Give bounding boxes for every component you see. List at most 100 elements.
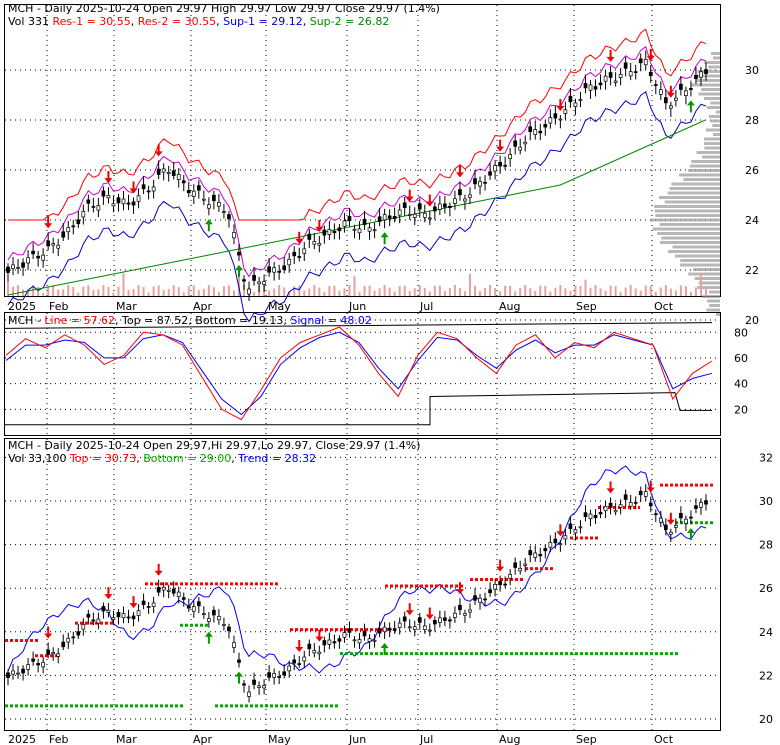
candle xyxy=(81,624,86,630)
candle xyxy=(668,105,673,109)
volume-bar xyxy=(72,286,75,296)
candle xyxy=(46,240,51,247)
down-arrow-head xyxy=(315,226,324,232)
y-tick-label: 80 xyxy=(734,326,748,339)
up-arrow-head xyxy=(234,265,243,271)
up-arrow-head xyxy=(204,631,213,637)
volume-bar xyxy=(443,291,446,296)
candle xyxy=(227,626,231,632)
volume-profile-bar xyxy=(650,218,720,222)
volume-profile-bar xyxy=(667,250,720,253)
candle xyxy=(458,189,462,196)
candle xyxy=(694,505,698,509)
volume-bar xyxy=(458,287,461,296)
candle xyxy=(397,209,402,216)
volume-profile-bar xyxy=(702,155,720,159)
volume-bar xyxy=(529,288,532,296)
volume-bar xyxy=(348,285,351,296)
down-arrow-head xyxy=(295,238,304,244)
candle xyxy=(699,71,703,78)
candle xyxy=(21,262,25,268)
volume-bar xyxy=(644,285,647,296)
candle xyxy=(563,535,568,540)
candle xyxy=(643,58,648,66)
volume-bar xyxy=(283,287,286,296)
candle xyxy=(26,664,30,670)
volume-bar xyxy=(323,291,326,296)
volume-bar xyxy=(463,291,466,296)
volume-bar xyxy=(333,285,336,296)
volume-bar xyxy=(82,286,85,296)
candle xyxy=(578,99,583,101)
volume-bar xyxy=(167,288,170,296)
up-arrow-head xyxy=(204,219,213,225)
candle xyxy=(126,202,131,205)
volume-bar xyxy=(338,290,341,296)
volume-profile-bar xyxy=(708,65,720,69)
y-tick-label: 24 xyxy=(759,626,773,639)
volume-bar xyxy=(539,285,542,296)
volume-bar xyxy=(137,285,140,296)
candle xyxy=(181,597,186,600)
candle xyxy=(342,632,347,638)
candle xyxy=(61,231,66,238)
candle xyxy=(141,600,146,605)
y-tick-label: 24 xyxy=(745,214,759,227)
candle xyxy=(523,141,528,145)
y-tick-label: 26 xyxy=(745,164,759,177)
candle xyxy=(663,97,668,104)
candle xyxy=(46,649,51,655)
panel1-plot xyxy=(6,28,720,323)
candle xyxy=(121,613,126,619)
volume-bar xyxy=(524,285,527,296)
y-tick-label: 40 xyxy=(734,378,748,391)
candle xyxy=(201,613,206,616)
candle xyxy=(548,117,553,124)
candle xyxy=(503,164,507,167)
candle xyxy=(513,562,518,568)
volume-bar xyxy=(684,286,687,296)
candle xyxy=(422,212,427,218)
candle xyxy=(443,617,447,621)
volume-profile-bar xyxy=(706,106,720,109)
volume-profile-bar xyxy=(712,124,720,127)
candle xyxy=(618,504,623,508)
volume-bar xyxy=(383,285,386,296)
candle xyxy=(603,75,608,82)
down-arrow-head xyxy=(104,594,113,600)
y-tick-label: 60 xyxy=(734,352,748,365)
volume-profile-bar xyxy=(708,115,720,118)
x-tick-label: 2025 xyxy=(8,300,36,313)
candle xyxy=(432,206,437,212)
x-tick-label: Jun xyxy=(348,300,366,313)
volume-bar xyxy=(157,285,160,296)
candle xyxy=(292,659,297,664)
candle xyxy=(247,288,251,295)
candle xyxy=(317,651,322,655)
y-tick-label: 22 xyxy=(745,264,759,277)
candle xyxy=(101,606,106,612)
volume-profile-bar xyxy=(704,97,720,100)
candle xyxy=(282,265,287,270)
volume-bar xyxy=(514,291,517,296)
candle xyxy=(297,663,302,665)
volume-profile-bar xyxy=(707,299,720,303)
volume-bar xyxy=(604,290,607,296)
volume-bar xyxy=(107,286,110,296)
down-arrow-head xyxy=(496,146,505,152)
panel3-grid xyxy=(5,439,720,730)
candle xyxy=(86,199,91,204)
panel2-grid xyxy=(5,313,720,435)
candle xyxy=(583,83,588,89)
volume-bar xyxy=(584,279,587,296)
envelope-line xyxy=(7,45,707,278)
candle xyxy=(201,198,206,201)
candle xyxy=(232,232,236,239)
candle xyxy=(508,574,513,579)
candle xyxy=(56,653,61,657)
candle xyxy=(237,251,241,256)
volume-bar xyxy=(142,287,145,296)
candle xyxy=(146,190,151,193)
candle xyxy=(387,215,392,219)
